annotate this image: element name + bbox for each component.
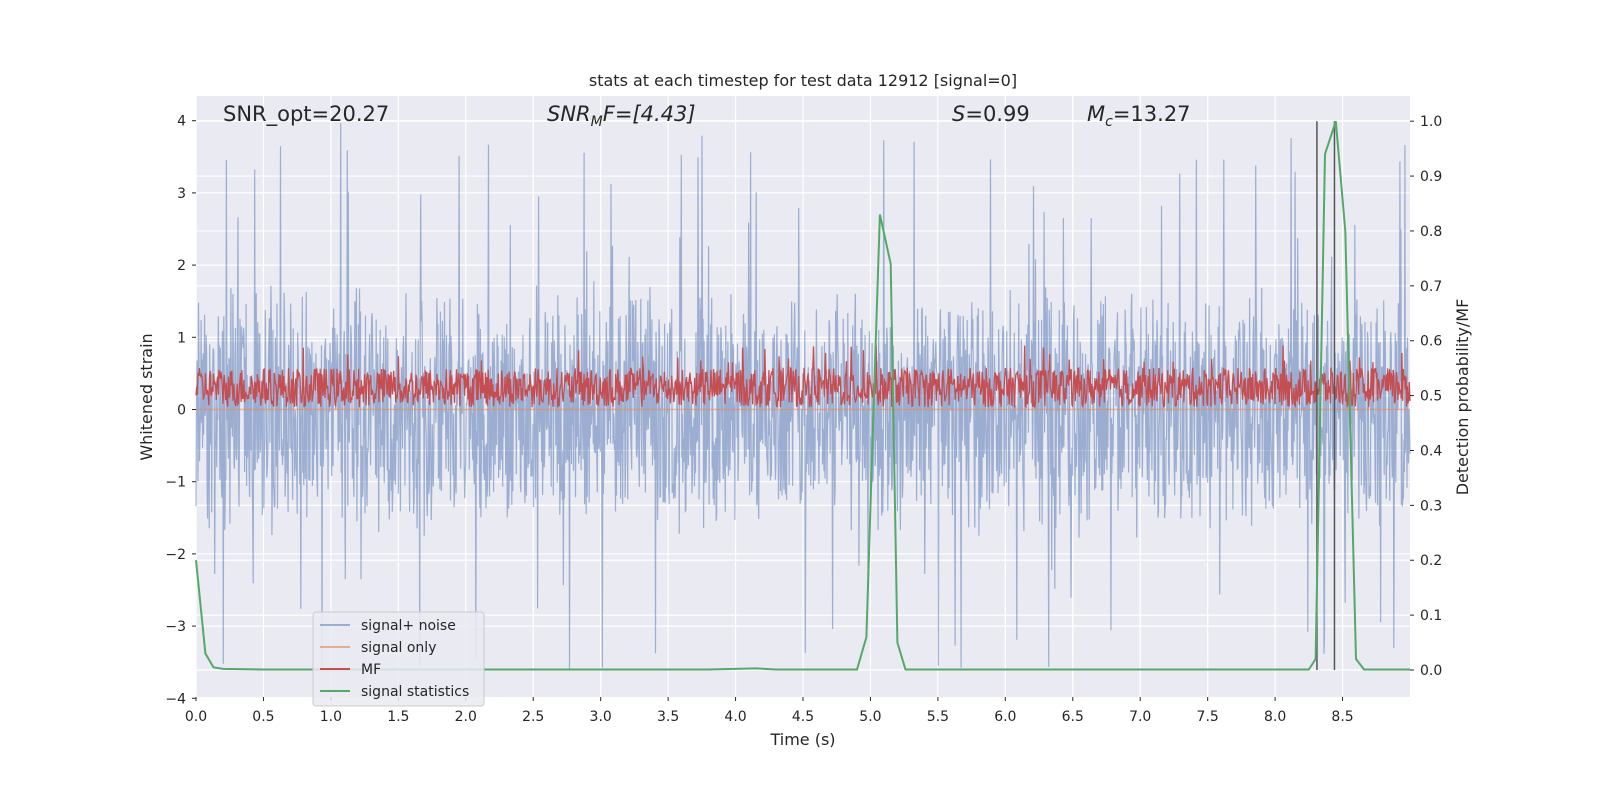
x-tick-label: 4.5	[792, 709, 814, 725]
x-tick-label: 2.0	[455, 709, 477, 725]
y-right-tick-label: 0.7	[1420, 279, 1442, 295]
y-axis-label-left: Whitened strain	[137, 333, 156, 460]
axis-tick-labels: 0.0 0.5 1.0 1.5 2.0 2.5 3.0 3.5 4.0 4.5 5.0 5.5 6.0 6…	[165, 114, 1442, 725]
x-tick-label: 2.5	[522, 709, 544, 725]
annotation-mc-main: M	[1087, 102, 1105, 126]
y-right-tick-label: 0.0	[1420, 663, 1442, 679]
x-tick-label: 1.0	[320, 709, 342, 725]
y-axis-label-right: Detection probability/MF	[1453, 299, 1472, 496]
mf-series	[195, 345, 1411, 410]
x-tick-label: 3.0	[590, 709, 612, 725]
annotation-mc-sub: c	[1105, 114, 1113, 130]
x-tick-label: 0.0	[185, 709, 207, 725]
y-right-tick-label: 1.0	[1420, 114, 1442, 130]
annotation-mc-rest: =13.27	[1113, 102, 1191, 126]
y-left-tick-label: 1	[177, 330, 186, 346]
x-tick-label: 5.0	[859, 709, 881, 725]
legend-label-mf: MF	[361, 662, 381, 678]
y-left-tick-label: 0	[177, 403, 186, 419]
annotation-snr-opt: SNR_opt=20.27	[223, 102, 389, 127]
annotation-mc: Mc=13.27	[1087, 102, 1191, 130]
x-tick-label: 1.5	[387, 709, 409, 725]
annotation-snr-mf-sub: M	[591, 114, 603, 130]
annotation-snr-mf-main: SNR	[547, 102, 591, 126]
legend-label-signal-noise: signal+ noise	[361, 618, 456, 634]
annotation-s-rest: =0.99	[965, 102, 1029, 126]
chart-title: stats at each timestep for test data 129…	[589, 71, 1017, 90]
legend: signal+ noise signal only MF signal stat…	[312, 611, 485, 707]
x-tick-label: 0.5	[252, 709, 274, 725]
x-tick-label: 7.0	[1129, 709, 1151, 725]
x-tick-label: 7.5	[1197, 709, 1219, 725]
annotation-s-main: S	[952, 102, 965, 126]
y-right-tick-label: 0.5	[1420, 389, 1442, 405]
y-left-tick-label: −3	[165, 619, 186, 635]
x-tick-label: 4.0	[724, 709, 746, 725]
y-left-tick-label: −4	[165, 691, 186, 707]
y-left-tick-label: 2	[177, 258, 186, 274]
y-left-tick-label: −1	[165, 475, 186, 491]
x-tick-label: 6.5	[1062, 709, 1084, 725]
annotation-s: S=0.99	[952, 102, 1030, 126]
y-right-tick-label: 0.1	[1420, 608, 1442, 624]
y-left-tick-label: 3	[177, 186, 186, 202]
mf-line	[195, 345, 1411, 410]
y-right-tick-label: 0.8	[1420, 224, 1442, 240]
x-tick-label: 5.5	[927, 709, 949, 725]
x-tick-label: 8.0	[1264, 709, 1286, 725]
legend-label-signal-only: signal only	[361, 640, 436, 656]
annotation-snr-mf: SNRMF=[4.43]	[547, 102, 696, 130]
legend-label-signal-statistics: signal statistics	[361, 684, 469, 700]
y-right-tick-label: 0.2	[1420, 553, 1442, 569]
x-axis-label: Time (s)	[769, 730, 835, 749]
y-left-tick-label: 4	[177, 114, 186, 130]
x-tick-label: 3.5	[657, 709, 679, 725]
y-left-tick-label: −2	[165, 547, 186, 563]
y-right-tick-label: 0.6	[1420, 334, 1442, 350]
x-tick-label: 6.0	[994, 709, 1016, 725]
x-tick-label: 8.5	[1331, 709, 1353, 725]
annotation-snr-mf-rest: F=[4.43]	[603, 102, 696, 126]
y-right-tick-label: 0.3	[1420, 498, 1442, 514]
y-right-tick-label: 0.9	[1420, 169, 1442, 185]
legend-box	[312, 611, 485, 707]
y-right-tick-label: 0.4	[1420, 443, 1442, 459]
